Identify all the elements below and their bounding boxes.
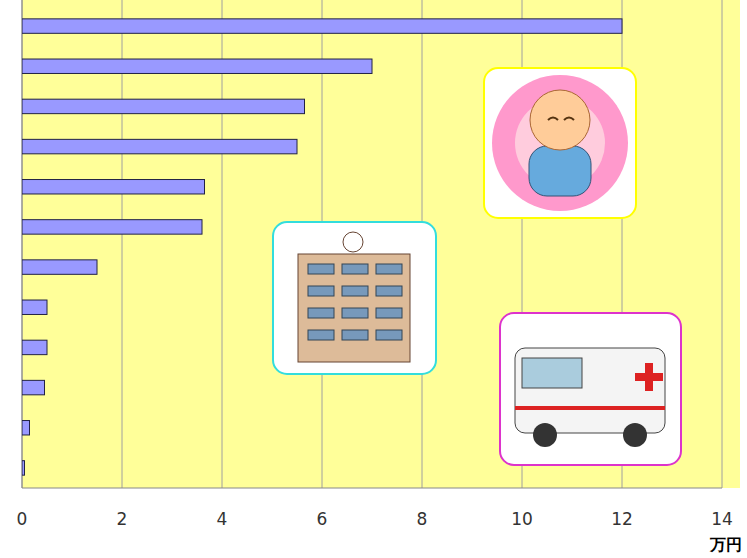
x-tick-label: 12 — [611, 509, 633, 529]
ambulance-stripe — [515, 406, 665, 410]
x-tick-label: 2 — [117, 509, 128, 529]
x-tick-label: 8 — [417, 509, 428, 529]
hospital-icon — [273, 222, 436, 374]
hospital-window — [376, 264, 402, 274]
bar — [22, 340, 47, 354]
ambulance-body — [515, 348, 665, 433]
hospital-window — [308, 286, 334, 296]
x-tick-label: 10 — [511, 509, 533, 529]
hospital-window — [308, 330, 334, 340]
hospital-building — [298, 254, 410, 362]
x-tick-label: 6 — [317, 509, 328, 529]
ambulance-window — [522, 358, 582, 388]
bar — [22, 139, 297, 153]
hospital-window — [342, 330, 368, 340]
bars — [22, 19, 622, 475]
hospital-clock — [343, 232, 363, 252]
hospital-window — [308, 308, 334, 318]
bar — [22, 220, 202, 234]
hospital-window — [376, 330, 402, 340]
hospital-icon-frame — [273, 222, 436, 374]
ambulance-icon — [500, 313, 681, 465]
ambulance-cross — [635, 363, 663, 391]
baby-glow — [492, 75, 628, 211]
ambulance-wheel — [623, 423, 647, 447]
bar — [22, 19, 622, 33]
bar — [22, 380, 45, 394]
baby-head — [530, 90, 590, 150]
hospital-window — [342, 286, 368, 296]
x-tick-label: 4 — [217, 509, 228, 529]
hospital-window — [342, 308, 368, 318]
baby-body — [529, 146, 591, 196]
x-tick-label: 0 — [17, 509, 28, 529]
baby-eyes — [548, 118, 574, 121]
x-tick-label: 14 — [711, 509, 733, 529]
bar — [22, 461, 25, 475]
bar — [22, 421, 30, 435]
x-axis-line — [22, 488, 722, 489]
hospital-window — [376, 308, 402, 318]
bar — [22, 300, 47, 314]
chart-svg: 0 2 4 6 8 10 12 14 万円 — [0, 0, 747, 558]
ambulance-wheel — [533, 423, 557, 447]
hospital-window — [308, 264, 334, 274]
x-axis-label: 万円 — [709, 535, 742, 554]
bar — [22, 59, 372, 73]
bar — [22, 260, 97, 274]
grid-line — [722, 0, 723, 488]
baby-icon-frame — [484, 68, 636, 218]
plot-background — [22, 0, 740, 488]
hospital-window — [376, 286, 402, 296]
bar — [22, 180, 205, 194]
chart-root: 0 2 4 6 8 10 12 14 万円 — [0, 0, 747, 558]
ambulance-icon-frame — [500, 313, 681, 465]
bar — [22, 99, 305, 113]
baby-icon — [484, 68, 636, 218]
hospital-window — [342, 264, 368, 274]
